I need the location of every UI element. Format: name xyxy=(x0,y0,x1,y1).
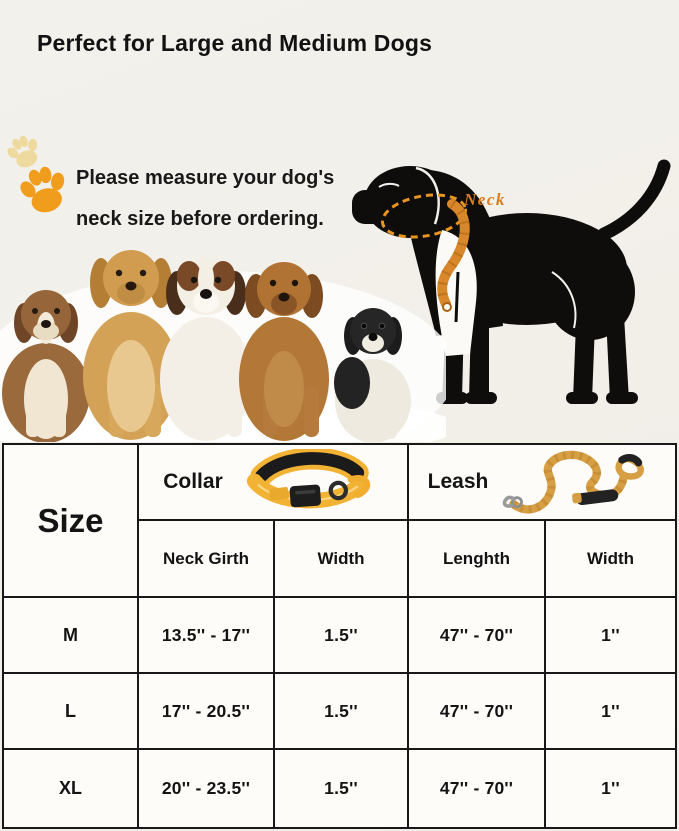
five-puppies-photo xyxy=(0,250,446,442)
column-header-leash-width: Width xyxy=(546,521,675,596)
column-header-neck-girth: Neck Girth xyxy=(139,521,273,596)
paw-print-icon xyxy=(7,135,38,168)
table-row-l-neck-girth: 17'' - 20.5'' xyxy=(139,674,273,748)
measure-note-line1: Please measure your dog's xyxy=(76,167,335,189)
collar-product-image xyxy=(246,449,370,509)
table-row-l-size: L xyxy=(4,674,137,748)
table-row-m-leash-length: 47'' - 70'' xyxy=(409,598,544,672)
leash-group-header: Leash xyxy=(409,445,675,519)
table-row-xl-neck-girth: 20'' - 23.5'' xyxy=(139,750,273,827)
table-row-l-collar-width: 1.5'' xyxy=(275,674,407,748)
page-title: Perfect for Large and Medium Dogs xyxy=(37,30,433,56)
table-row-l-leash-length: 47'' - 70'' xyxy=(409,674,544,748)
size-column-header: Size xyxy=(4,445,137,596)
table-row-xl-leash-length: 47'' - 70'' xyxy=(409,750,544,827)
neck-pointer-label: Neck xyxy=(464,190,506,209)
measure-note: Please measure your dog's neck size befo… xyxy=(76,158,334,240)
collar-group-label: Collar xyxy=(163,470,223,493)
leash-group-label: Leash xyxy=(427,470,489,493)
dog-chest-patch xyxy=(435,230,477,356)
measure-note-line2: neck size before ordering. xyxy=(76,208,324,230)
column-header-leash-length: Lenghth xyxy=(409,521,544,596)
puppy-black-white xyxy=(334,308,411,442)
table-row-m-neck-girth: 13.5'' - 17'' xyxy=(139,598,273,672)
size-chart-table: Size Collar Leash xyxy=(2,443,677,829)
puppy-st-bernard xyxy=(160,257,252,441)
dog-silhouette-icon xyxy=(352,159,671,404)
table-row-xl-leash-width: 1'' xyxy=(546,750,675,827)
paw-print-icon xyxy=(20,166,65,213)
table-row-m-leash-width: 1'' xyxy=(546,598,675,672)
table-row-l-leash-width: 1'' xyxy=(546,674,675,748)
puppy-red-brown xyxy=(239,262,329,441)
table-row-m-collar-width: 1.5'' xyxy=(275,598,407,672)
puppy-golden xyxy=(83,250,179,440)
column-header-collar-width: Width xyxy=(275,521,407,596)
table-row-xl-collar-width: 1.5'' xyxy=(275,750,407,827)
collar-group-header: Collar xyxy=(139,445,407,519)
leash-product-image xyxy=(503,450,645,514)
table-row-m-size: M xyxy=(4,598,137,672)
puppy-brown-white xyxy=(2,290,90,442)
table-row-xl-size: XL xyxy=(4,750,137,827)
